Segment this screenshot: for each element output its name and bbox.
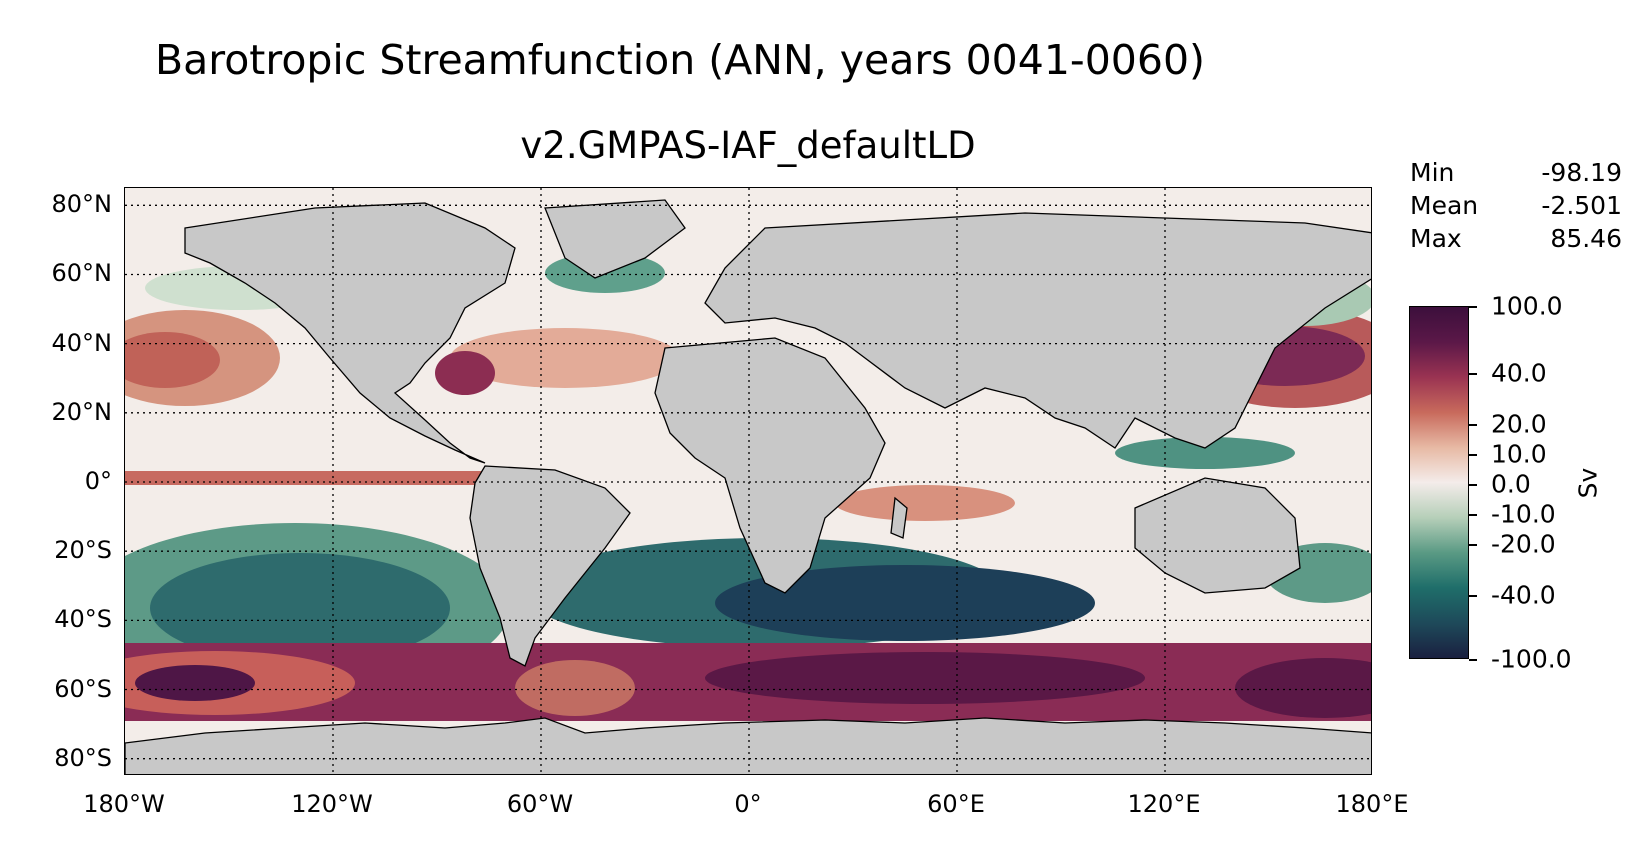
latitude-label: 20°S — [54, 536, 112, 565]
longitude-label: 60°E — [927, 790, 985, 818]
gulf-stream — [435, 351, 495, 395]
longitude-label: 180°E — [1335, 790, 1409, 818]
stat-min: Min -98.19 — [1410, 158, 1622, 187]
colorbar-tick-label: -100.0 — [1491, 644, 1572, 674]
longitude-label: 180°W — [83, 790, 165, 818]
colorbar-unit: Sv — [1573, 467, 1603, 499]
latitude-label: 20°N — [51, 397, 113, 426]
colorbar-tick-label: -20.0 — [1491, 529, 1556, 559]
colorbar-tick-label: 10.0 — [1491, 439, 1547, 469]
agulhas-core — [715, 565, 1095, 641]
acc-east-core — [1235, 658, 1371, 718]
longitude-label: 60°W — [506, 790, 574, 818]
latitude-label: 60°S — [54, 674, 112, 703]
latitude-label: 60°N — [51, 259, 113, 288]
africa — [654, 337, 886, 594]
latitude-label: 40°N — [51, 328, 113, 357]
land-masses — [125, 199, 1371, 774]
map-panel — [124, 187, 1372, 775]
latitude-label: 0° — [84, 467, 112, 495]
south-america — [469, 465, 631, 667]
latitude-label: 80°S — [54, 743, 112, 772]
acc-pacific-core — [135, 665, 255, 701]
western-pacific-negative — [1115, 437, 1295, 469]
colorbar-tick-mark — [1469, 544, 1477, 546]
eurasia — [704, 212, 1371, 449]
north-america — [184, 202, 516, 464]
colorbar — [1409, 306, 1469, 659]
acc-indian-core — [705, 652, 1145, 704]
colorbar-tick-mark — [1469, 514, 1477, 516]
colorbar-tick-label: -10.0 — [1491, 499, 1556, 529]
longitude-label: 120°E — [1127, 790, 1201, 818]
latitude-label: 40°S — [54, 605, 112, 634]
graticule — [125, 188, 1371, 774]
south-pacific-gyre-core — [150, 553, 450, 663]
colorbar-tick-mark — [1469, 659, 1477, 661]
stat-mean: Mean -2.501 — [1410, 191, 1622, 220]
figure-title: Barotropic Streamfunction (ANN, years 00… — [155, 36, 1206, 84]
north-atlantic-gyre — [450, 328, 680, 388]
australia — [1134, 477, 1301, 594]
colorbar-tick-label: 40.0 — [1491, 358, 1547, 388]
drake-passage — [515, 660, 635, 716]
indian-ocean-positive — [835, 485, 1015, 521]
colorbar-tick-mark — [1469, 454, 1477, 456]
stats-box: Min -98.19 Mean -2.501 Max 85.46 — [1410, 156, 1622, 255]
longitude-label: 0° — [734, 790, 762, 818]
stat-max: Max 85.46 — [1410, 224, 1622, 253]
north-pacific-gyre-core-west — [125, 332, 220, 388]
colorbar-tick-mark — [1469, 306, 1477, 308]
colorbar-tick-label: 20.0 — [1491, 409, 1547, 439]
colorbar-tick-mark — [1469, 595, 1477, 597]
equatorial-band-pacific — [125, 471, 485, 485]
map-subtitle: v2.GMPAS-IAF_defaultLD — [520, 124, 976, 167]
madagascar — [890, 496, 908, 539]
colorbar-tick-label: 100.0 — [1491, 291, 1563, 321]
streamfunction-map — [125, 188, 1371, 774]
colorbar-tick-mark — [1469, 424, 1477, 426]
colorbar-tick-label: -40.0 — [1491, 580, 1556, 610]
greenland — [544, 199, 686, 279]
latitude-label: 80°N — [51, 190, 113, 219]
antarctica — [125, 717, 1371, 774]
longitude-label: 120°W — [291, 790, 373, 818]
colorbar-tick-label: 0.0 — [1491, 469, 1531, 499]
colorbar-tick-mark — [1469, 373, 1477, 375]
colorbar-tick-mark — [1469, 484, 1477, 486]
